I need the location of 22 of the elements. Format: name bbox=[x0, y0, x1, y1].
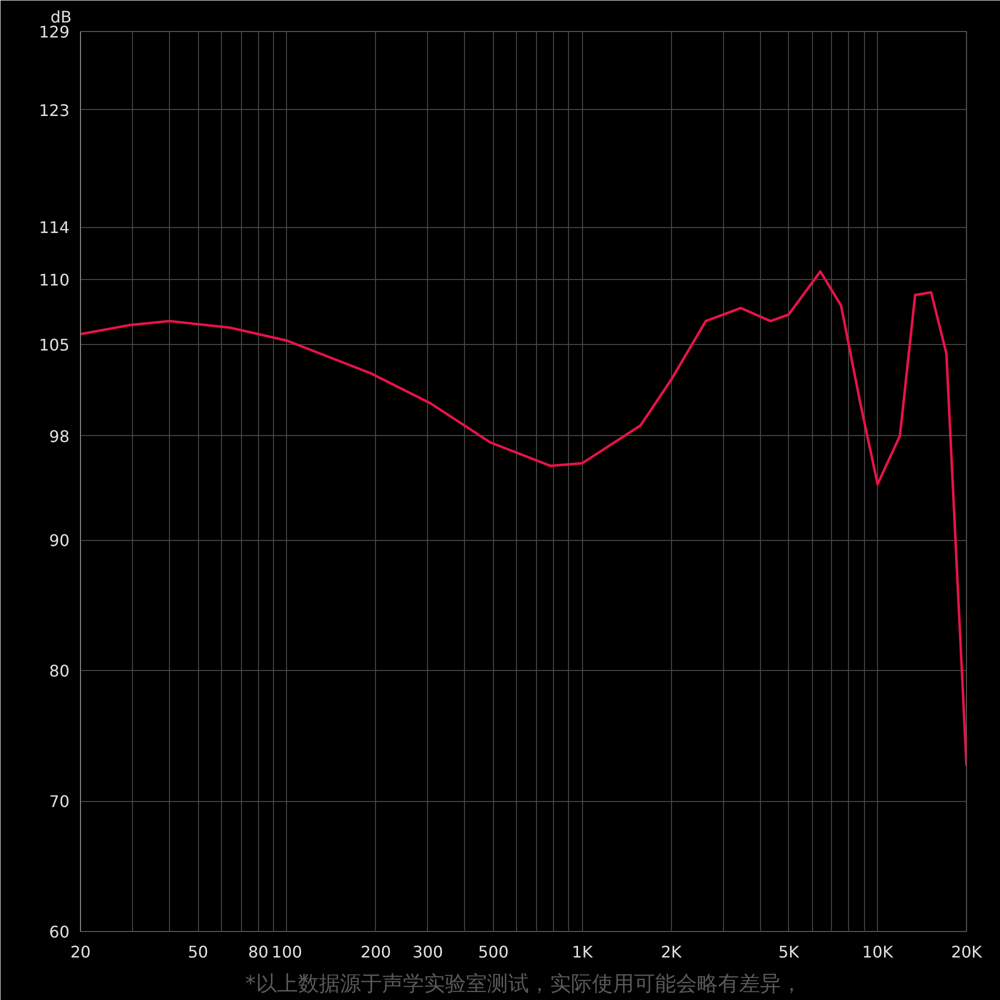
x-tick-label: 500 bbox=[478, 942, 509, 962]
y-tick-label: 105 bbox=[38, 336, 70, 355]
x-tick-label: 20K bbox=[951, 942, 982, 962]
y-tick-label: 110 bbox=[38, 270, 70, 290]
x-tick-label: 20 bbox=[70, 942, 91, 962]
y-tick-label: 90 bbox=[49, 531, 70, 550]
x-tick-label: 1K bbox=[572, 942, 594, 962]
x-tick-label: 10K bbox=[862, 942, 894, 962]
y-tick-label: 60 bbox=[49, 922, 70, 942]
x-tick-label: 100 bbox=[272, 942, 302, 962]
text: *以上数据源于声学实验室测试，实际使用可能会略有差异， bbox=[245, 972, 802, 996]
x-tick-label: 300 bbox=[412, 942, 444, 962]
y-tick-label: 123 bbox=[38, 100, 70, 120]
x-tick-label: 50 bbox=[188, 942, 208, 962]
y-tick-label: 114 bbox=[38, 218, 70, 238]
y-tick-label: 80 bbox=[49, 662, 70, 681]
x-tick-label: 80 bbox=[248, 942, 268, 962]
x-tick-label: 200 bbox=[360, 942, 392, 962]
x-tick-label: 5K bbox=[778, 942, 800, 962]
y-tick-label: 98 bbox=[49, 426, 70, 446]
y-tick-label: 70 bbox=[49, 792, 70, 812]
x-tick-label: 2K bbox=[660, 942, 682, 962]
